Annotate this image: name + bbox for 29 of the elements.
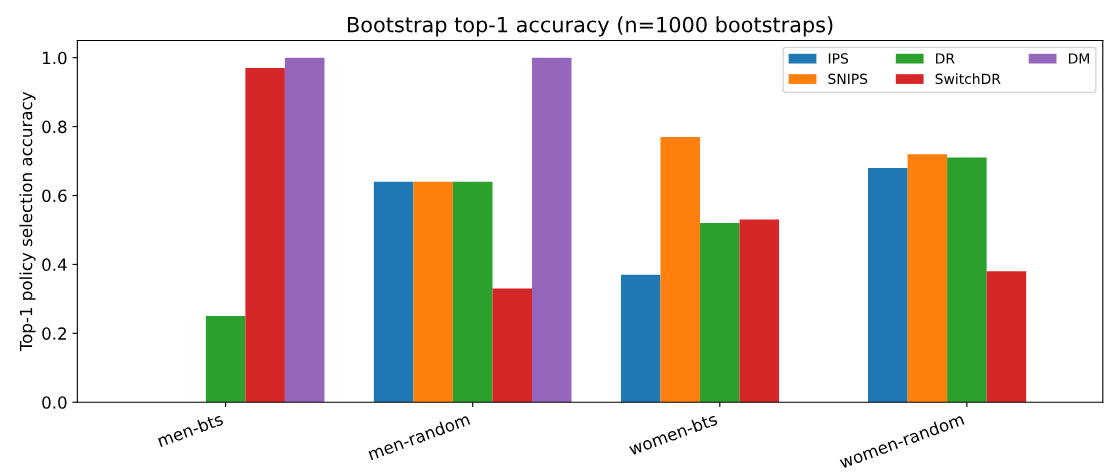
bar [739,219,780,403]
bar [284,57,325,403]
bar [492,288,532,403]
legend-label: DM [1068,53,1089,64]
bar [947,157,987,403]
y-tick-label: 0.8 [42,120,67,134]
bar [907,154,948,403]
bar [700,223,740,403]
bar [245,68,285,403]
legend-label: DR [936,53,955,64]
legend-label: SwitchDR [935,73,1001,85]
chart-title: Bootstrap top-1 accuracy (n=1000 bootstraps) [348,16,833,37]
legend-label: IPS [828,53,849,64]
y-tick-label: 0.0 [42,396,67,409]
legend-label: SNIPS [828,73,868,85]
y-axis-title: Top-1 policy selection accuracy [19,91,36,352]
bar [373,181,414,403]
bar [532,57,572,403]
y-tick-label: 0.4 [42,258,67,271]
y-tick-label: 0.6 [42,189,67,203]
y-tick-label: 0.2 [42,327,66,340]
bar [868,167,908,403]
bar [413,181,453,403]
bar [205,316,246,403]
bar [660,136,701,403]
bar [620,274,661,403]
y-tick-label: 1.0 [42,51,67,65]
bar [986,271,1027,403]
bar [452,181,493,403]
